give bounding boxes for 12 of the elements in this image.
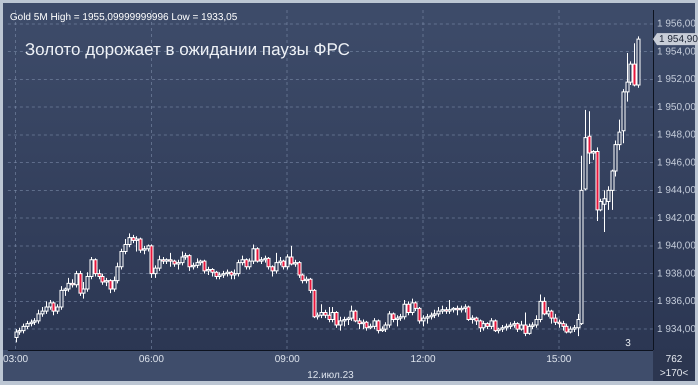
text: >170<	[660, 368, 688, 379]
text: 1 954,90	[659, 34, 698, 45]
annotation: 3	[625, 338, 632, 349]
x-tick-label: 12:00	[410, 354, 436, 365]
x-tick-label: 06:00	[138, 354, 164, 365]
x-axis-title: 12.июл.23	[307, 370, 354, 381]
x-tick-label: 03:00	[3, 354, 29, 365]
text: 762	[666, 354, 683, 365]
text: Золото дорожает в ожидании паузы ФРС	[24, 40, 350, 60]
x-tick-label: 15:00	[546, 354, 572, 365]
chart-subtitle: Gold 5M High = 1955,09999999996 Low = 1933,05	[10, 12, 238, 23]
x-tick-label: 09:00	[274, 354, 300, 365]
